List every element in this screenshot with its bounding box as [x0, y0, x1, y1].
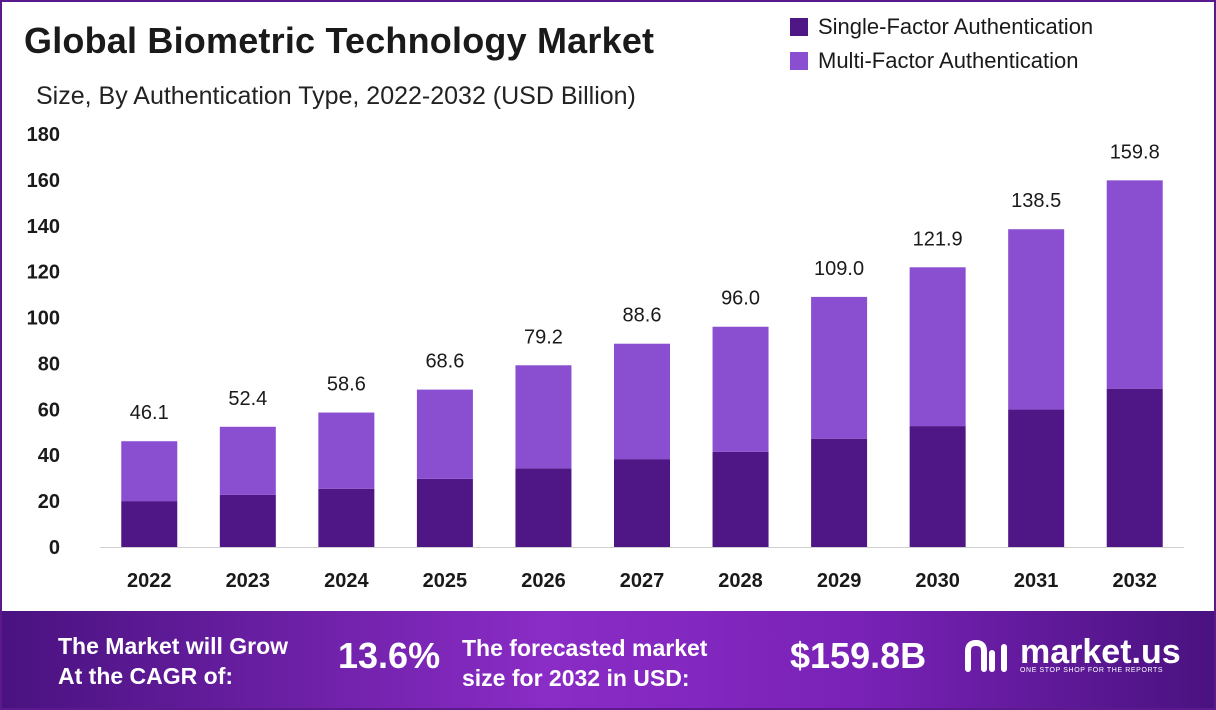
bar-multi-factor — [1008, 229, 1065, 410]
bar-single-factor — [515, 468, 572, 547]
bar-multi-factor — [811, 296, 868, 439]
x-tick-label: 2027 — [620, 570, 665, 592]
total-data-label: 58.6 — [327, 374, 366, 396]
logo-name: market.us — [1020, 633, 1181, 671]
bar-multi-factor — [909, 267, 966, 427]
bar-single-factor — [318, 488, 375, 547]
bar-single-factor — [811, 438, 868, 547]
legend-item-single-factor: Single-Factor Authentication — [790, 10, 1093, 44]
total-data-label: 68.6 — [425, 351, 464, 373]
bar-single-factor — [219, 494, 276, 547]
bar-single-factor — [121, 501, 178, 547]
bar-multi-factor — [416, 389, 473, 479]
bar-single-factor — [909, 426, 966, 547]
bar-multi-factor — [1106, 180, 1163, 389]
bar-multi-factor — [515, 365, 572, 469]
cagr-label-line-2: At the CAGR of: — [58, 663, 234, 689]
total-data-label: 46.1 — [130, 402, 169, 424]
total-data-label: 52.4 — [228, 388, 267, 410]
market-us-logo-icon — [965, 639, 1007, 672]
x-tick-label: 2028 — [718, 570, 763, 592]
y-tick-label: 160 — [27, 170, 60, 192]
legend-swatch-multi-factor — [790, 52, 808, 70]
chart-title: Global Biometric Technology Market — [24, 20, 655, 61]
bar-single-factor — [1106, 388, 1163, 547]
y-tick-label: 120 — [27, 262, 60, 284]
x-tick-label: 2030 — [915, 570, 960, 592]
chart-subtitle: Size, By Authentication Type, 2022-2032 … — [36, 82, 636, 110]
y-tick-label: 80 — [38, 353, 60, 375]
cagr-label-line-1: The Market will Grow — [58, 633, 289, 659]
y-tick-label: 140 — [27, 216, 60, 238]
bar-single-factor — [614, 459, 670, 547]
bar-multi-factor — [614, 343, 670, 460]
bar-single-factor — [1008, 409, 1065, 547]
total-data-label: 159.8 — [1110, 141, 1160, 163]
legend-item-multi-factor: Multi-Factor Authentication — [790, 44, 1093, 78]
total-data-label: 138.5 — [1011, 190, 1061, 212]
x-tick-label: 2023 — [226, 570, 271, 592]
y-tick-label: 0 — [49, 537, 60, 559]
market-us-logo: market.us ONE STOP SHOP FOR THE REPORTS — [964, 633, 1181, 674]
x-tick-label: 2031 — [1014, 570, 1059, 592]
total-data-label: 96.0 — [721, 288, 760, 310]
legend: Single-Factor Authentication Multi-Facto… — [790, 10, 1093, 78]
total-data-label: 79.2 — [524, 326, 563, 348]
total-data-label: 88.6 — [623, 305, 662, 327]
forecast-value: $159.8B — [790, 635, 927, 676]
legend-label-multi-factor: Multi-Factor Authentication — [818, 48, 1079, 73]
bar-chart: 0 20 40 60 80 100 120 140 160 180 46.1 2022 52.4 2023… — [27, 124, 1184, 592]
y-tick-label: 180 — [27, 124, 60, 146]
cagr-value: 13.6% — [338, 635, 441, 676]
x-tick-label: 2032 — [1112, 570, 1157, 592]
x-tick-label: 2026 — [521, 570, 566, 592]
x-tick-label: 2025 — [423, 570, 468, 592]
bar-multi-factor — [318, 412, 375, 489]
legend-label-single-factor: Single-Factor Authentication — [818, 14, 1094, 39]
footer-banner: The Market will Grow At the CAGR of: 13.… — [2, 611, 1214, 708]
legend-swatch-single-factor — [790, 18, 808, 36]
forecast-label-line-2: size for 2032 in USD: — [462, 665, 690, 691]
bar-single-factor — [712, 451, 769, 547]
bar-multi-factor — [712, 326, 769, 452]
bar-single-factor — [416, 478, 473, 547]
y-tick-label: 60 — [38, 399, 60, 421]
x-tick-label: 2029 — [817, 570, 862, 592]
x-tick-label: 2022 — [127, 570, 172, 592]
forecast-label-line-1: The forecasted market — [462, 635, 708, 661]
y-tick-label: 40 — [38, 445, 60, 467]
bar-multi-factor — [121, 441, 178, 502]
bar-multi-factor — [219, 426, 276, 495]
total-data-label: 121.9 — [913, 228, 963, 250]
total-data-label: 109.0 — [814, 258, 864, 280]
y-tick-label: 20 — [38, 491, 60, 513]
y-tick-label: 100 — [27, 308, 60, 330]
x-tick-label: 2024 — [324, 570, 369, 592]
logo-tagline: ONE STOP SHOP FOR THE REPORTS — [1020, 667, 1164, 674]
